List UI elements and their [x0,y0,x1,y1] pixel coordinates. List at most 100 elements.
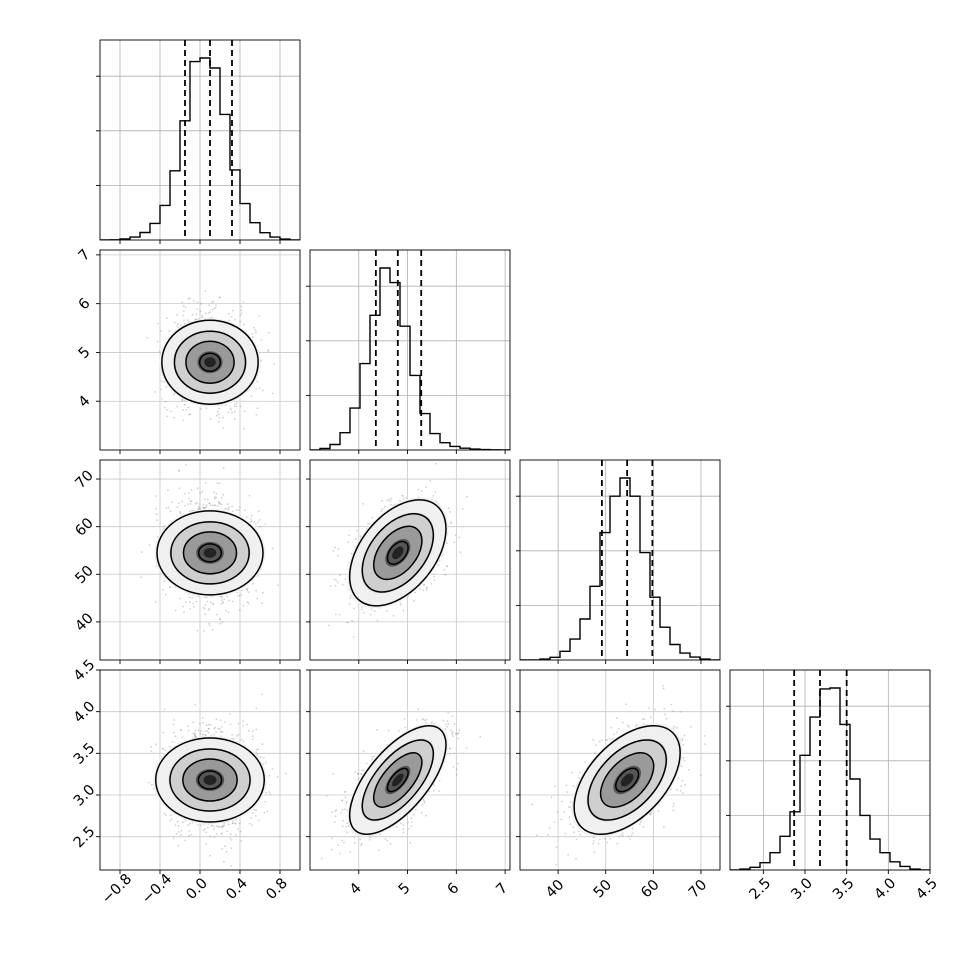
scatter-point [389,500,392,503]
scatter-point [202,733,205,736]
scatter-point [189,413,192,416]
histogram-step [730,687,930,870]
scatter-point [195,318,197,321]
scatter-point [218,296,221,299]
scatter-point [213,504,216,506]
scatter-point [176,325,179,327]
scatter-point [450,521,452,523]
scatter-point [169,510,172,513]
contour-line [361,512,435,593]
scatter-point [251,735,254,738]
scatter-point [222,416,225,419]
scatter-point [240,593,243,596]
scatter-point [166,415,169,418]
scatter-point [190,833,193,836]
scatter-point [160,388,163,391]
contour-line [185,340,235,384]
scatter-point [258,314,261,317]
scatter-point [401,494,404,497]
scatter-point [189,503,192,505]
scatter-point [201,506,204,508]
scatter-point [156,519,158,522]
scatter-point [417,488,420,491]
scatter-point [205,504,208,506]
scatter-point [185,408,187,411]
scatter-point [213,491,216,494]
scatter-point [459,551,462,554]
scatter-point [174,609,177,612]
scatter-point [224,845,226,848]
scatter-point [170,410,173,413]
scatter-point [189,297,191,300]
scatter-point [148,781,150,784]
scatter-point [156,340,159,343]
scatter-point [140,551,143,553]
scatter-point [196,508,199,511]
scatter-point [239,609,241,612]
scatter-point [189,608,192,610]
scatter-point [207,312,210,314]
scatter-point [240,738,243,741]
scatter-point [190,500,193,503]
scatter-point [335,579,337,582]
scatter-point [159,330,162,332]
contour-line [198,352,222,372]
scatter-point [202,507,205,509]
scatter-point [251,336,254,338]
scatter-point [208,607,210,610]
scatter-point [184,819,187,822]
scatter-point [209,311,211,313]
scatter-point [164,400,167,403]
scatter-point [188,492,190,494]
scatter-point [154,391,157,393]
scatter-point [258,519,261,521]
scatter-point [197,824,200,826]
scatter-point [206,600,209,603]
density-level [203,547,217,558]
scatter-point [168,586,171,588]
scatter-point [240,309,243,312]
scatter-point [328,624,330,627]
scatter-point [220,496,223,499]
scatter-point [227,823,230,826]
scatter-point [250,395,253,398]
scatter-point [192,732,195,735]
scatter-point [223,860,225,863]
panel-p0-p1 [100,250,300,450]
scatter-point [163,406,166,409]
scatter-point [443,568,446,571]
scatter-point [381,500,384,502]
scatter-point [261,389,264,392]
scatter-point [155,513,158,516]
scatter-point [197,729,200,731]
scatter-point [205,843,207,845]
scatter-point [453,541,456,544]
scatter-point [248,494,251,497]
scatter-point [197,487,199,490]
scatter-point [186,319,189,321]
scatter-point [220,730,223,733]
scatter-point [219,622,222,625]
scatter-point [231,600,234,603]
scatter-point [361,606,363,608]
scatter-point [260,360,263,362]
scatter-point [178,487,181,490]
scatter-point [204,604,207,606]
scatter-point [346,621,349,623]
scatter-point [435,462,437,465]
scatter-point [250,514,253,517]
scatter-point [205,312,207,315]
scatter-point [211,628,214,631]
scatter-point [226,595,229,598]
scatter-point [211,308,214,311]
scatter-point [194,732,196,735]
scatter-point [221,599,223,601]
scatter-point [245,516,248,518]
scatter-point [216,414,218,417]
scatter-point [221,596,223,599]
scatter-point [228,312,231,315]
scatter-point [209,724,212,726]
scatter-point [346,621,348,624]
scatter-point [227,411,230,414]
scatter-point [179,729,182,732]
